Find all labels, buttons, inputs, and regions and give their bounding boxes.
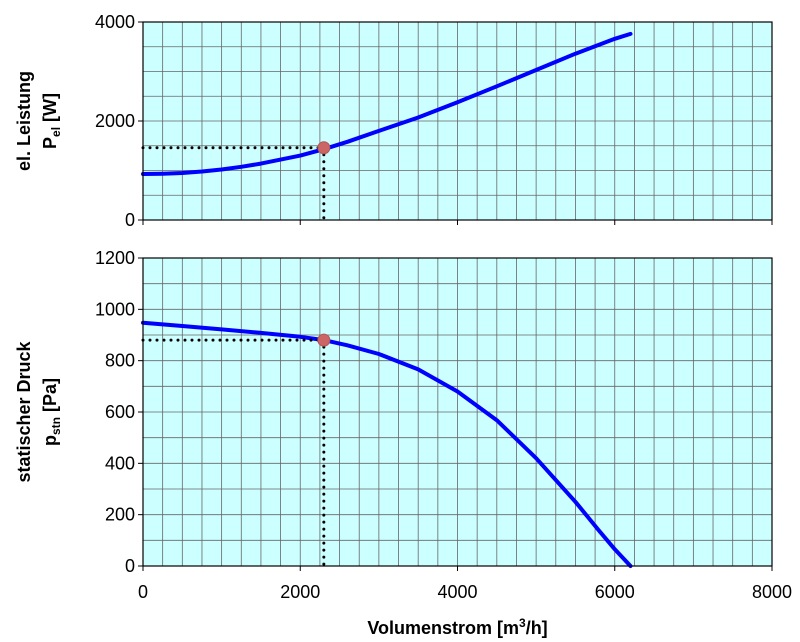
power-panel: 0 2000 4000 el. Leistung Pel [W] (14, 12, 773, 230)
pressure-panel: 0 200 400 600 800 1000 1200 0 2000 4000 6000 8000 st… (14, 248, 792, 638)
pressure-ytick-label: 200 (105, 505, 135, 525)
pressure-ytick-label: 600 (105, 402, 135, 422)
pressure-xtick-label: 4000 (437, 582, 477, 602)
pressure-operating-point (317, 333, 331, 347)
pressure-ytick-label: 1200 (95, 248, 135, 268)
pressure-ylabel-line1: statischer Druck (14, 340, 34, 482)
power-ytick-label: 2000 (95, 111, 135, 131)
pressure-ytick-label: 1000 (95, 299, 135, 319)
power-ylabel-line2: Pel [W] (40, 93, 63, 149)
pressure-ytick-label: 0 (125, 556, 135, 576)
power-operating-point (317, 141, 331, 155)
pressure-ylabel-line2: pstn [Pa] (40, 378, 63, 446)
power-ytick-label: 4000 (95, 12, 135, 32)
pressure-xtick-label: 0 (138, 582, 148, 602)
pressure-xtick-label: 6000 (595, 582, 635, 602)
pressure-curve (141, 320, 633, 568)
pressure-xtick-label: 8000 (752, 582, 792, 602)
pressure-ytick-label: 400 (105, 453, 135, 473)
pressure-xtick-label: 2000 (280, 582, 320, 602)
power-ytick-label: 0 (125, 210, 135, 230)
power-ylabel-line1: el. Leistung (14, 71, 34, 171)
pressure-xlabel: Volumenstrom [m3/h] (367, 616, 547, 638)
pressure-ytick-label: 800 (105, 351, 135, 371)
